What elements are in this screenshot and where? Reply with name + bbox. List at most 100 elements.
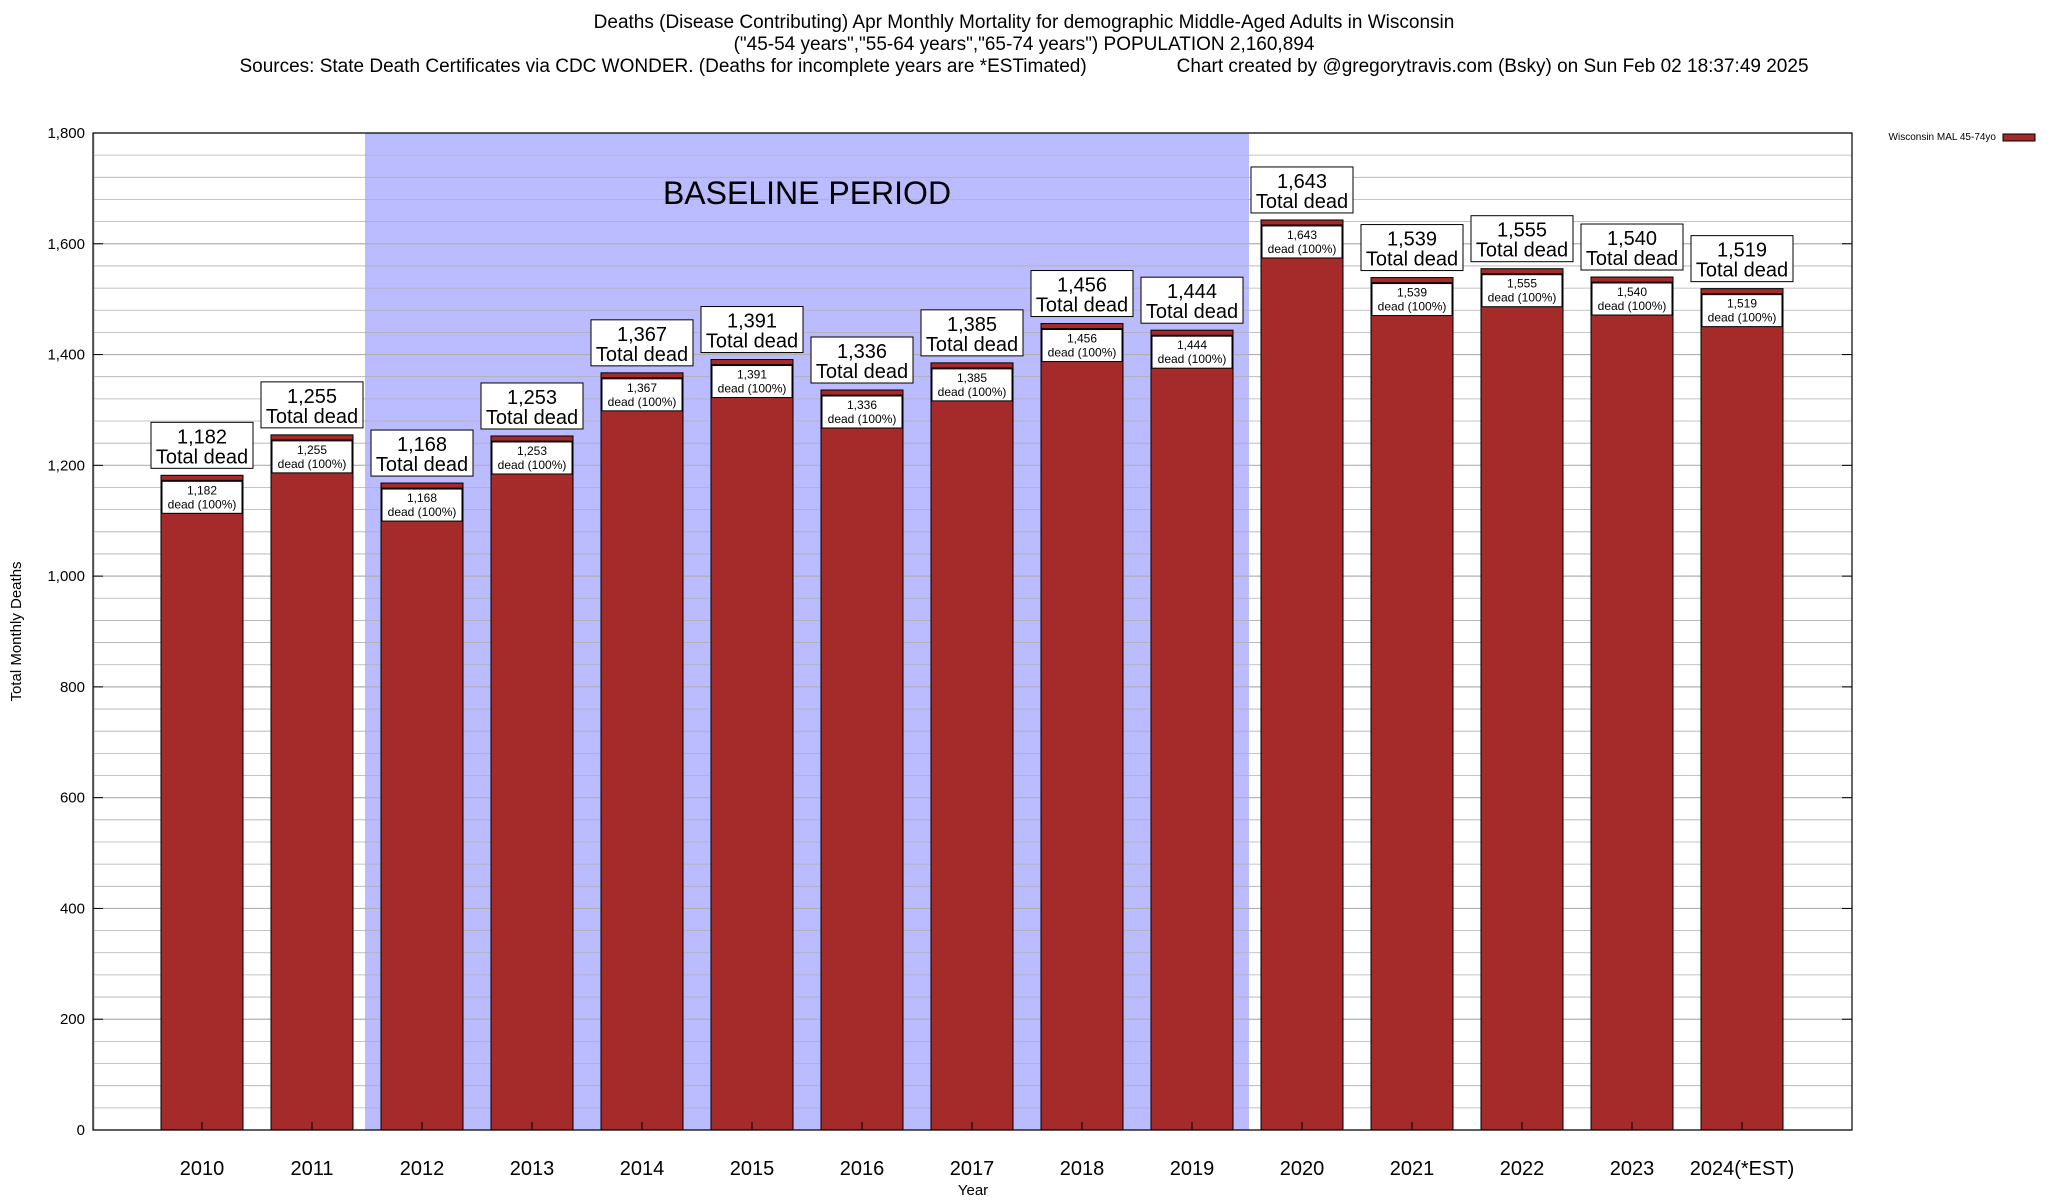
inner-value-label: 1,385: [957, 371, 987, 385]
x-tick-label-2013: 2013: [510, 1158, 555, 1180]
total-value-label: 1,168: [397, 434, 447, 456]
total-value-label: 1,336: [837, 341, 887, 363]
y-tick-label: 800: [60, 679, 85, 696]
chart-title: Deaths (Disease Contributing) Apr Monthl…: [0, 12, 2048, 78]
title-credit: Chart created by @gregorytravis.com (Bsk…: [1176, 56, 1809, 77]
total-value-label: 1,444: [1167, 281, 1217, 303]
inner-label-box: [161, 480, 243, 514]
total-value-label: 1,555: [1497, 220, 1547, 242]
legend-swatch: [2002, 133, 2036, 142]
total-dead-label: Total dead: [596, 344, 688, 366]
inner-value-label: 1,555: [1507, 277, 1537, 291]
total-dead-label: Total dead: [156, 446, 248, 468]
inner-value-label: 1,456: [1067, 332, 1097, 346]
x-tick-label-2014: 2014: [620, 1158, 665, 1180]
x-tick-label-2018: 2018: [1060, 1158, 1105, 1180]
total-label-box: [260, 381, 364, 429]
total-dead-label: Total dead: [1586, 248, 1678, 270]
y-tick-label: 1,000: [47, 568, 85, 585]
x-tick-label-2023: 2023: [1610, 1158, 1655, 1180]
inner-dead-label: dead (100%): [1488, 291, 1557, 305]
inner-label-box: [381, 488, 463, 522]
bar-2024(*EST): [1700, 288, 1784, 1131]
total-dead-label: Total dead: [266, 406, 358, 428]
bar-2014: [600, 372, 684, 1131]
inner-value-label: 1,255: [297, 443, 327, 457]
total-label-box: [1470, 215, 1574, 263]
total-value-label: 1,456: [1057, 275, 1107, 297]
x-tick-label-2021: 2021: [1390, 1158, 1435, 1180]
total-label-box: [700, 306, 804, 354]
x-tick-label-2020: 2020: [1280, 1158, 1325, 1180]
y-tick-label: 200: [60, 1011, 85, 1028]
y-tick-label: 600: [60, 790, 85, 807]
inner-label-box: [1701, 294, 1783, 328]
total-dead-label: Total dead: [376, 454, 468, 476]
inner-label-box: [271, 440, 353, 474]
bar-2019: [1150, 329, 1234, 1131]
total-dead-label: Total dead: [926, 334, 1018, 356]
baseline-period-label: BASELINE PERIOD: [663, 175, 951, 211]
inner-dead-label: dead (100%): [828, 412, 897, 426]
total-dead-label: Total dead: [706, 331, 798, 353]
y-tick-label: 1,800: [47, 125, 85, 142]
bar-2017: [930, 362, 1014, 1131]
total-label-box: [1140, 276, 1244, 324]
inner-label-box: [1481, 274, 1563, 308]
inner-dead-label: dead (100%): [1158, 352, 1227, 366]
x-axis-label: Year: [958, 1182, 988, 1199]
y-tick-label: 0: [77, 1122, 85, 1139]
bar-2011: [270, 434, 354, 1131]
total-dead-label: Total dead: [1366, 249, 1458, 271]
inner-dead-label: dead (100%): [718, 382, 787, 396]
total-dead-label: Total dead: [1256, 191, 1348, 213]
title-line-1: Deaths (Disease Contributing) Apr Monthl…: [593, 12, 1455, 33]
inner-dead-label: dead (100%): [498, 458, 567, 472]
inner-label-box: [491, 441, 573, 475]
title-line-3: Sources: State Death Certificates via CD…: [0, 56, 2048, 78]
total-label-box: [1030, 270, 1134, 318]
total-label-box: [370, 429, 474, 477]
x-tick-label-2011: 2011: [290, 1158, 333, 1180]
x-tick-label-2010: 2010: [180, 1158, 225, 1180]
total-value-label: 1,519: [1717, 240, 1767, 262]
total-label-box: [480, 382, 584, 430]
total-dead-label: Total dead: [1476, 240, 1568, 262]
y-tick-label: 1,400: [47, 347, 85, 364]
bar-2015: [710, 359, 794, 1131]
bar-2016: [820, 389, 904, 1131]
bar-2010: [160, 474, 244, 1131]
inner-label-box: [1151, 335, 1233, 369]
legend-label: Wisconsin MAL 45-74yo: [1889, 132, 1997, 143]
inner-label-box: [931, 368, 1013, 402]
total-dead-label: Total dead: [1146, 301, 1238, 323]
inner-value-label: 1,519: [1727, 297, 1757, 311]
inner-dead-label: dead (100%): [608, 395, 677, 409]
total-dead-label: Total dead: [1036, 295, 1128, 317]
x-tick-label-2024(*EST): 2024(*EST): [1690, 1158, 1795, 1180]
total-value-label: 1,539: [1387, 229, 1437, 251]
bar-2023: [1590, 276, 1674, 1131]
total-value-label: 1,182: [177, 426, 227, 448]
inner-dead-label: dead (100%): [1048, 346, 1117, 360]
bar-2022: [1480, 268, 1564, 1131]
inner-label-box: [1591, 282, 1673, 316]
x-tick-label-2022: 2022: [1500, 1158, 1545, 1180]
bar-2020: [1260, 219, 1344, 1131]
bar-2021: [1370, 277, 1454, 1131]
inner-value-label: 1,336: [847, 398, 877, 412]
title-sources: Sources: State Death Certificates via CD…: [239, 56, 1087, 77]
x-tick-label-2019: 2019: [1170, 1158, 1215, 1180]
inner-dead-label: dead (100%): [938, 385, 1007, 399]
y-tick-label: 1,600: [47, 236, 85, 253]
inner-dead-label: dead (100%): [1708, 311, 1777, 325]
x-tick-label-2012: 2012: [400, 1158, 445, 1180]
total-value-label: 1,367: [617, 324, 667, 346]
inner-value-label: 1,253: [517, 444, 547, 458]
inner-dead-label: dead (100%): [168, 497, 237, 511]
inner-dead-label: dead (100%): [1268, 242, 1337, 256]
total-dead-label: Total dead: [1696, 260, 1788, 282]
total-label-box: [810, 336, 914, 384]
inner-label-box: [1371, 283, 1453, 317]
